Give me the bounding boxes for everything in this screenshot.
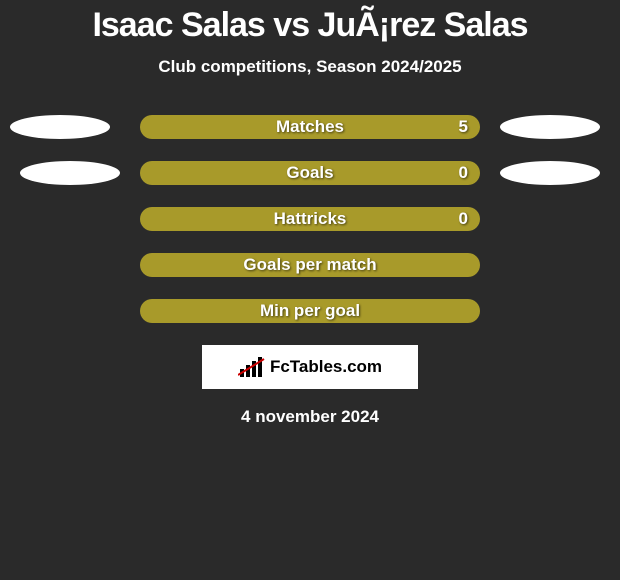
stat-label: Matches <box>276 117 344 137</box>
right-oval <box>500 115 600 139</box>
stat-bar: Goals per match <box>140 253 480 277</box>
stat-row-goals: Goals 0 <box>0 161 620 185</box>
stat-bar: Matches 5 <box>140 115 480 139</box>
stat-row-goals-per-match: Goals per match <box>0 253 620 277</box>
stat-bar: Min per goal <box>140 299 480 323</box>
stat-value: 5 <box>459 117 468 137</box>
stat-value: 0 <box>459 209 468 229</box>
source-logo: FcTables.com <box>202 345 418 389</box>
stat-row-matches: Matches 5 <box>0 115 620 139</box>
left-oval <box>10 115 110 139</box>
stat-row-min-per-goal: Min per goal <box>0 299 620 323</box>
infographic-container: Isaac Salas vs JuÃ¡rez Salas Club compet… <box>0 0 620 427</box>
comparison-chart: Matches 5 Goals 0 Hattricks 0 Goals per … <box>0 115 620 323</box>
stat-value: 0 <box>459 163 468 183</box>
subtitle: Club competitions, Season 2024/2025 <box>0 57 620 77</box>
stat-row-hattricks: Hattricks 0 <box>0 207 620 231</box>
bars-icon <box>238 357 266 377</box>
date-text: 4 november 2024 <box>0 407 620 427</box>
stat-label: Min per goal <box>260 301 360 321</box>
stat-label: Hattricks <box>274 209 347 229</box>
logo-inner: FcTables.com <box>238 357 382 377</box>
stat-bar: Goals 0 <box>140 161 480 185</box>
stat-label: Goals per match <box>243 255 376 275</box>
stat-bar: Hattricks 0 <box>140 207 480 231</box>
left-oval <box>20 161 120 185</box>
page-title: Isaac Salas vs JuÃ¡rez Salas <box>0 6 620 45</box>
right-oval <box>500 161 600 185</box>
stat-label: Goals <box>286 163 333 183</box>
logo-text: FcTables.com <box>270 357 382 377</box>
